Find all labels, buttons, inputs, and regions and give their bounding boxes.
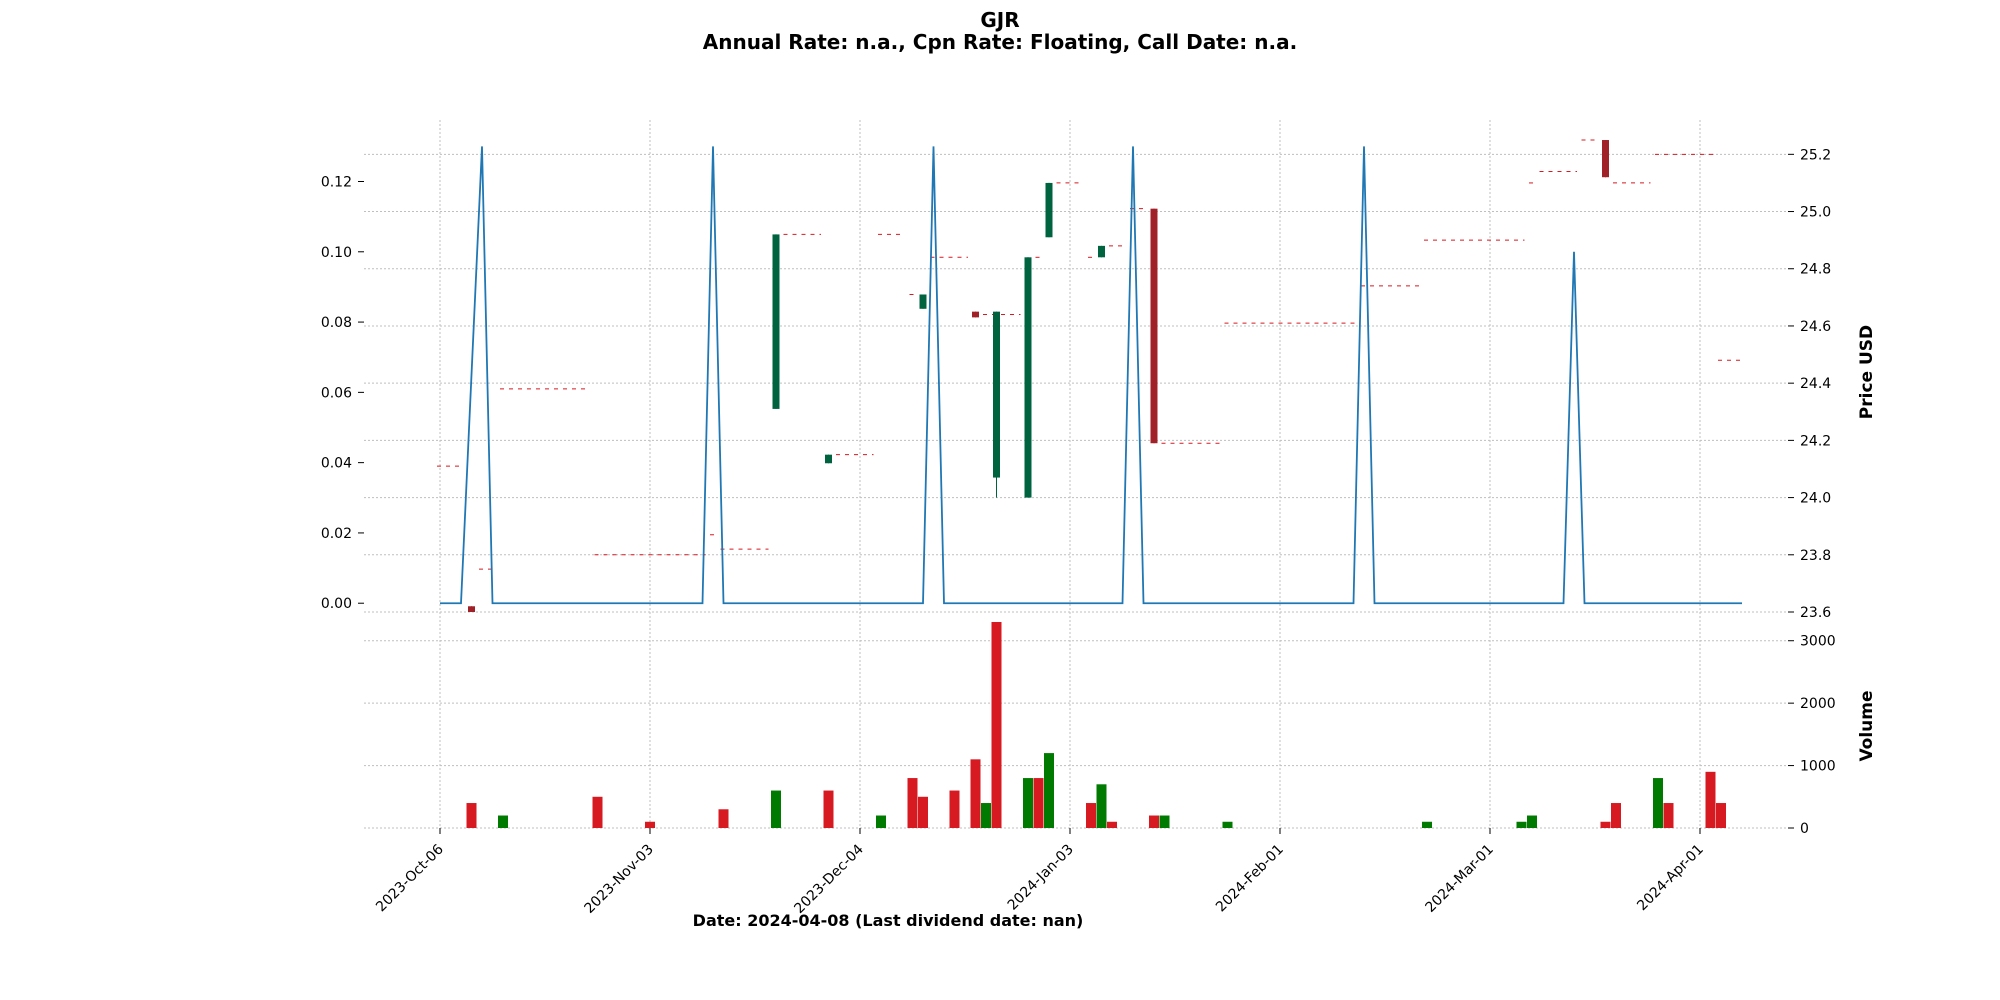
left-tick-label: 0.04 — [321, 456, 352, 472]
candle-body — [1602, 140, 1609, 178]
volume-bar — [1222, 821, 1233, 828]
volume-tick-label: 1000 — [1800, 759, 1836, 775]
volume-tick-label: 0 — [1800, 821, 1809, 837]
volume-bar — [1044, 753, 1054, 828]
volume-bar — [718, 809, 729, 828]
left-tick-label: 0.12 — [321, 175, 352, 191]
price-tick-label: 24.6 — [1800, 319, 1831, 335]
volume-bar — [1149, 815, 1159, 828]
volume-bar — [645, 821, 655, 828]
volume-bar — [1705, 771, 1716, 828]
candle-body — [825, 454, 832, 464]
volume-bar — [1663, 803, 1674, 828]
candle-body — [772, 234, 780, 409]
volume-bar — [1600, 821, 1611, 828]
line-series-path — [440, 146, 1742, 605]
volume-bar — [771, 790, 781, 828]
volume-bar — [1086, 803, 1096, 828]
volume-bar — [1107, 821, 1117, 828]
left-tick-label: 0.08 — [321, 315, 352, 331]
volume-bar — [1611, 803, 1621, 828]
volume-bar — [981, 803, 991, 828]
price-tick-label: 23.6 — [1800, 605, 1831, 621]
x-tick-label: 2023-Oct-06 — [373, 841, 447, 915]
price-tick-label: 23.8 — [1800, 548, 1831, 564]
volume-bar — [1422, 821, 1432, 828]
x-axis-label: Date: 2024-04-08 (Last dividend date: na… — [693, 911, 1084, 930]
volume-bar — [949, 790, 960, 828]
volume-bar — [907, 778, 918, 828]
left-tick-label: 0.02 — [321, 526, 352, 542]
volume-bar — [1096, 784, 1107, 828]
left-tick-label: 0.10 — [321, 245, 352, 261]
volume-bar — [1516, 821, 1527, 828]
candles — [468, 140, 1609, 612]
left-axis: 0.00 0.02 0.04 0.06 0.08 0.10 0.12 — [321, 175, 364, 612]
volume-axis-label: Volume — [1857, 690, 1877, 761]
volume-bar — [1033, 778, 1044, 828]
volume-bars — [466, 622, 1726, 828]
volume-bar — [823, 790, 834, 828]
candle-body — [993, 311, 1000, 478]
grid-layer — [364, 120, 1788, 829]
volume-bar — [1716, 803, 1726, 828]
left-tick-label: 0.00 — [321, 596, 352, 612]
x-tick-label: 2023-Dec-04 — [791, 841, 866, 916]
left-tick-label: 0.06 — [321, 385, 352, 401]
volume-bar — [592, 796, 603, 828]
chart-subtitle: Annual Rate: n.a., Cpn Rate: Floating, C… — [702, 30, 1298, 54]
price-tick-label: 24.0 — [1800, 491, 1831, 507]
volume-bar — [466, 803, 477, 828]
candle-body — [1098, 245, 1105, 258]
volume-bar — [918, 796, 928, 828]
price-tick-label: 24.2 — [1800, 433, 1831, 449]
candle-body — [972, 311, 979, 318]
price-tick-label: 24.8 — [1800, 262, 1831, 278]
volume-bar — [1527, 815, 1537, 828]
volume-bar — [876, 815, 886, 828]
price-axis: 23.6 23.8 24.0 24.2 24.4 24.6 24.8 25.0 25.2 — [1788, 147, 1831, 621]
candle-body — [1024, 257, 1032, 498]
x-tick-label: 2024-Jan-03 — [1005, 842, 1077, 914]
candle-body — [468, 606, 475, 612]
price-axis-label: Price USD — [1857, 325, 1877, 419]
volume-bar — [970, 759, 981, 828]
x-tick-label: 2024-Feb-01 — [1213, 842, 1287, 916]
candle-body — [1150, 208, 1158, 444]
line-series — [440, 146, 1742, 605]
x-tick-label: 2024-Apr-01 — [1634, 842, 1707, 915]
x-tick-label: 2024-Mar-01 — [1423, 842, 1497, 916]
volume-bar — [1023, 778, 1033, 828]
volume-bar — [1159, 815, 1170, 828]
volume-tick-label: 3000 — [1800, 634, 1836, 650]
candle-body — [1045, 182, 1053, 238]
price-tick-label: 24.4 — [1800, 376, 1831, 392]
chart-title: GJR — [980, 8, 1020, 32]
price-tick-label: 25.0 — [1800, 205, 1831, 221]
candle-body — [919, 294, 927, 309]
volume-tick-label: 2000 — [1800, 696, 1836, 712]
price-tick-label: 25.2 — [1800, 147, 1831, 163]
dash-markers — [437, 139, 1745, 570]
volume-bar — [498, 815, 508, 828]
volume-bar — [991, 622, 1002, 828]
x-tick-label: 2023-Nov-03 — [582, 842, 657, 917]
volume-bar — [1653, 778, 1663, 828]
x-ticks: 2023-Oct-06 2023-Nov-03 2023-Dec-04 2024-Ja… — [373, 828, 1707, 917]
volume-axis: 0 1000 2000 3000 — [1788, 634, 1836, 837]
